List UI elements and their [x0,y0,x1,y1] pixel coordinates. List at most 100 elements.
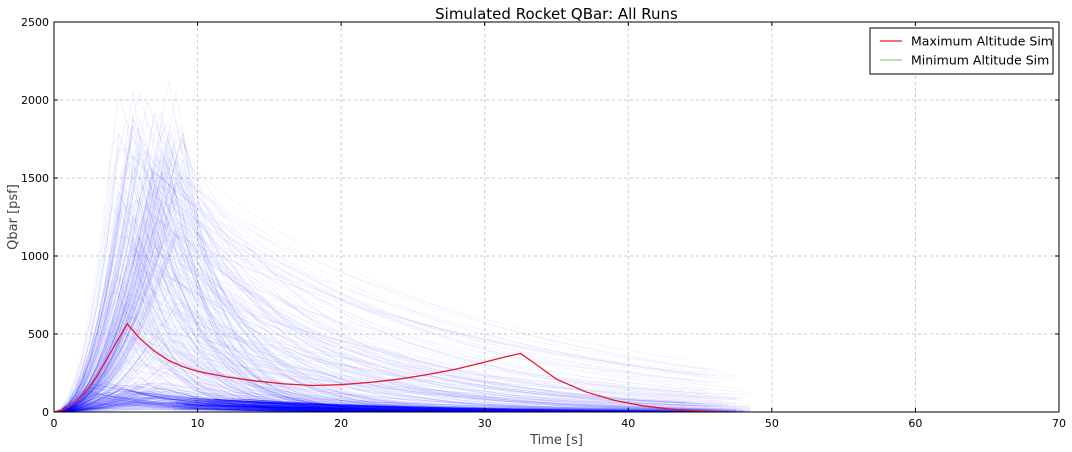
run-trace [206,398,756,412]
run-trace [54,135,715,412]
run-trace [54,331,737,412]
run-trace [54,387,729,412]
run-trace [54,332,737,412]
run-trace [54,169,708,412]
x-tick-label: 60 [908,417,922,430]
run-trace [238,398,568,412]
run-trace [54,326,751,412]
run-trace [54,131,751,412]
run-trace [175,398,734,412]
run-trace [54,400,679,412]
run-trace [54,183,736,412]
run-trace [54,238,722,412]
run-trace [216,399,718,412]
run-trace [54,201,708,412]
run-trace [54,299,736,412]
run-trace [54,365,686,412]
run-trace [54,390,686,412]
run-trace [54,176,729,412]
legend: Maximum Altitude Sim Minimum Altitude Sim [869,27,1054,75]
x-tick-label: 10 [191,417,205,430]
run-trace [251,404,623,412]
run-trace [54,173,729,412]
run-trace [54,142,751,412]
run-trace [251,401,613,412]
run-trace [54,264,715,412]
run-trace [54,397,715,412]
run-trace [54,122,729,412]
run-trace [54,212,701,412]
run-trace [54,156,701,412]
run-trace [54,92,751,412]
run-trace [54,382,722,412]
run-trace [194,404,651,412]
run-trace [244,400,570,412]
run-trace [54,169,715,412]
run-trace [54,391,708,412]
run-trace [54,186,708,412]
run-trace [54,145,708,412]
run-trace [54,231,737,412]
run-trace [54,399,737,412]
run-trace [54,270,729,412]
run-trace [54,208,693,412]
run-trace [54,125,708,412]
run-trace [54,180,686,412]
run-trace [54,386,736,412]
run-trace [54,147,686,412]
run-trace [54,140,744,412]
run-trace [54,254,737,412]
run-trace [54,150,736,412]
run-trace [54,92,708,412]
run-trace [54,292,701,412]
run-trace [251,406,636,412]
run-trace [54,174,751,412]
run-trace [54,278,686,412]
run-trace [54,150,729,412]
run-trace [54,118,693,412]
run-trace [54,199,708,412]
run-trace [54,206,736,412]
run-trace [54,202,744,412]
x-axis-label: Time [s] [529,433,583,448]
run-trace [54,270,722,412]
run-trace [212,398,640,412]
run-trace [54,184,708,412]
run-trace [54,391,737,412]
run-trace [54,223,751,412]
run-trace [54,190,722,412]
run-trace [54,331,686,412]
run-trace [54,402,679,412]
run-trace [54,383,715,412]
run-trace [54,185,737,412]
run-trace [54,95,686,412]
run-trace [230,404,520,412]
y-tick-label: 500 [28,328,49,341]
run-trace [54,221,751,412]
run-trace [54,199,751,412]
run-trace [206,404,713,412]
run-trace [54,269,708,412]
legend-box [869,27,1054,75]
run-trace [54,248,701,412]
run-trace [54,223,737,412]
run-trace [54,171,737,412]
run-trace [54,355,715,412]
run-trace [54,131,744,412]
run-trace [54,199,744,412]
run-trace [54,339,744,412]
run-trace [54,315,701,412]
run-trace [54,171,729,412]
run-trace [54,181,751,412]
run-trace [54,406,679,412]
run-trace [54,249,708,412]
x-tick-label: 50 [765,417,779,430]
run-trace [54,390,729,412]
run-trace [54,317,701,412]
run-trace [54,201,736,412]
run-trace [54,265,744,412]
y-tick-label: 1500 [21,172,49,185]
y-tick-label: 0 [42,406,49,419]
run-trace [54,238,751,412]
run-trace [54,137,751,412]
